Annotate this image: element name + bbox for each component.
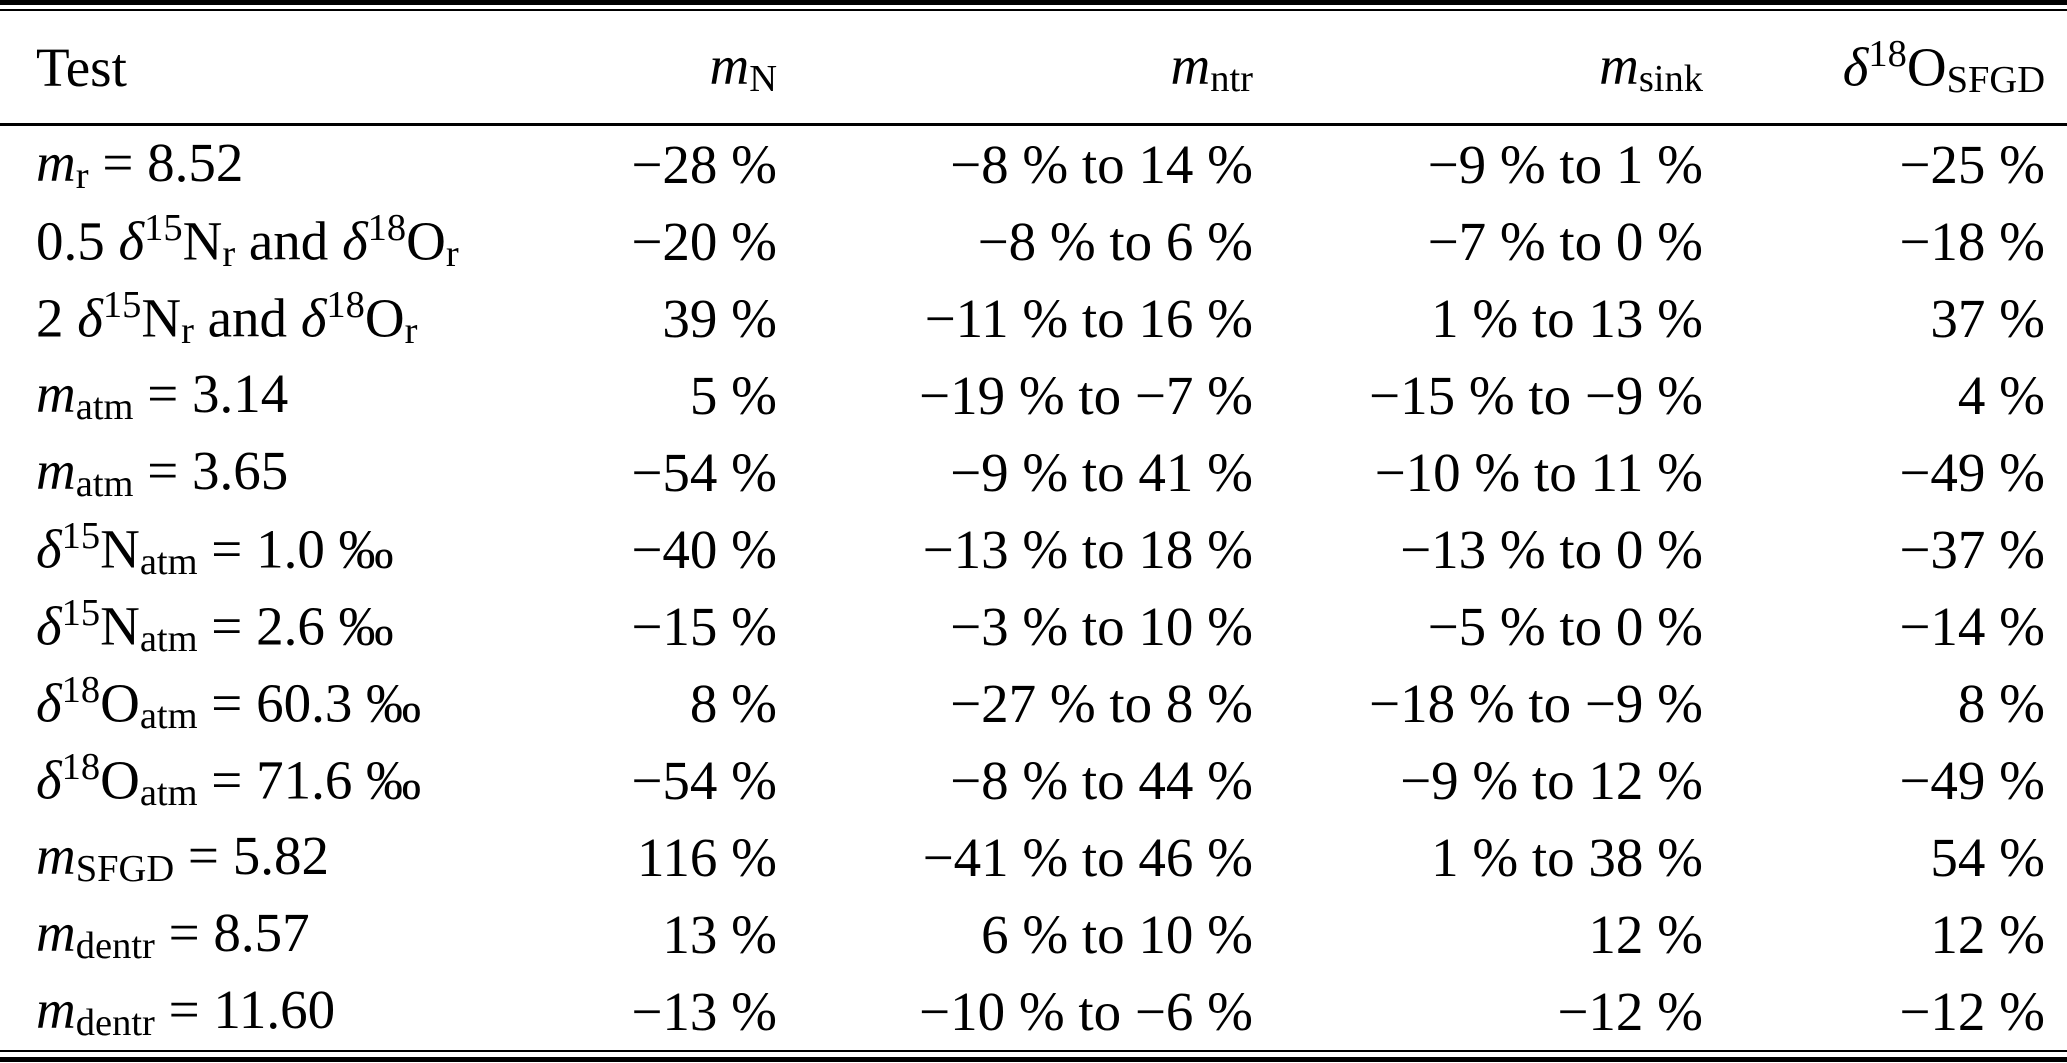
cell-m-ntr: −8 % to 14 %	[950, 134, 1253, 195]
cell-d18o-sfgd: −18 %	[1899, 211, 2045, 272]
cell-m-sink: −5 % to 0 %	[1427, 596, 1703, 657]
cell-m-ntr: −11 % to 16 %	[924, 288, 1253, 349]
bottom-rule-thin	[0, 1050, 2067, 1052]
cell-d18o-sfgd: 4 %	[1957, 365, 2045, 426]
cell-m-n: −54 %	[631, 442, 777, 503]
cell-d18o-sfgd: −37 %	[1899, 519, 2045, 580]
cell-test: δ18Oatm = 60.3 ‰	[36, 669, 422, 738]
cell-m-ntr: −13 % to 18 %	[922, 519, 1253, 580]
cell-m-n: 116 %	[636, 827, 777, 888]
cell-m-ntr: −27 % to 8 %	[950, 673, 1253, 734]
bottom-rule-thick	[0, 1057, 2067, 1062]
cell-test: mdentr = 8.57	[36, 902, 310, 967]
table-row: mdentr = 11.60 −13 % −10 % to −6 % −12 %…	[0, 973, 2067, 1050]
table-row: δ18Oatm = 60.3 ‰ 8 % −27 % to 8 % −18 % …	[0, 665, 2067, 742]
cell-d18o-sfgd: 37 %	[1930, 288, 2045, 349]
cell-m-sink: 12 %	[1588, 904, 1703, 965]
table-row: mr = 8.52 −28 % −8 % to 14 % −9 % to 1 %…	[0, 125, 2067, 204]
cell-test: 2 δ15Nr and δ18Or	[36, 284, 418, 353]
cell-m-n: 13 %	[662, 904, 777, 965]
cell-m-n: 8 %	[689, 673, 777, 734]
column-header-m-ntr: mntr	[777, 11, 1253, 126]
top-rule-thick	[0, 0, 2067, 5]
cell-m-n: 39 %	[662, 288, 777, 349]
cell-d18o-sfgd: 12 %	[1930, 904, 2045, 965]
table-row: δ15Natm = 1.0 ‰ −40 % −13 % to 18 % −13 …	[0, 511, 2067, 588]
table-row: mdentr = 8.57 13 % 6 % to 10 % 12 % 12 %	[0, 896, 2067, 973]
cell-test: matm = 3.65	[36, 440, 289, 505]
table-row: matm = 3.14 5 % −19 % to −7 % −15 % to −…	[0, 357, 2067, 434]
cell-d18o-sfgd: −25 %	[1899, 134, 2045, 195]
cell-m-n: −15 %	[631, 596, 777, 657]
cell-test: δ15Natm = 2.6 ‰	[36, 592, 394, 661]
table-row: mSFGD = 5.82 116 % −41 % to 46 % 1 % to …	[0, 819, 2067, 896]
table-row: δ18Oatm = 71.6 ‰ −54 % −8 % to 44 % −9 %…	[0, 742, 2067, 819]
cell-test: 0.5 δ15Nr and δ18Or	[36, 207, 459, 276]
cell-m-n: −54 %	[631, 750, 777, 811]
column-header-m-sink: msink	[1253, 11, 1703, 126]
column-header-test: Test	[0, 11, 555, 126]
header-row: Test mN mntr msink δ18OSFGD	[0, 11, 2067, 126]
cell-m-ntr: 6 % to 10 %	[981, 904, 1253, 965]
cell-d18o-sfgd: −49 %	[1899, 442, 2045, 503]
top-rule-thin	[0, 9, 2067, 11]
cell-m-sink: −9 % to 12 %	[1400, 750, 1703, 811]
cell-m-ntr: −8 % to 44 %	[950, 750, 1253, 811]
cell-m-n: −13 %	[631, 981, 777, 1042]
cell-d18o-sfgd: 8 %	[1957, 673, 2045, 734]
cell-m-ntr: −8 % to 6 %	[977, 211, 1253, 272]
cell-m-n: −28 %	[631, 134, 777, 195]
cell-test: mr = 8.52	[36, 132, 244, 197]
cell-m-ntr: −41 % to 46 %	[922, 827, 1253, 888]
cell-m-ntr: −9 % to 41 %	[950, 442, 1253, 503]
cell-test: mSFGD = 5.82	[36, 825, 329, 890]
cell-test: mdentr = 11.60	[36, 979, 336, 1044]
cell-test: δ15Natm = 1.0 ‰	[36, 515, 394, 584]
cell-m-sink: −15 % to −9 %	[1369, 365, 1703, 426]
cell-m-sink: −18 % to −9 %	[1369, 673, 1703, 734]
table-row: δ15Natm = 2.6 ‰ −15 % −3 % to 10 % −5 % …	[0, 588, 2067, 665]
table-row: 2 δ15Nr and δ18Or 39 % −11 % to 16 % 1 %…	[0, 280, 2067, 357]
cell-m-n: 5 %	[689, 365, 777, 426]
cell-m-ntr: −10 % to −6 %	[919, 981, 1253, 1042]
column-header-m-n: mN	[555, 11, 777, 126]
cell-m-n: −20 %	[631, 211, 777, 272]
table-row: matm = 3.65 −54 % −9 % to 41 % −10 % to …	[0, 434, 2067, 511]
cell-m-sink: −7 % to 0 %	[1427, 211, 1703, 272]
column-header-d18o-sfgd: δ18OSFGD	[1703, 11, 2067, 126]
cell-d18o-sfgd: −14 %	[1899, 596, 2045, 657]
cell-m-ntr: −19 % to −7 %	[919, 365, 1253, 426]
cell-m-sink: −12 %	[1557, 981, 1703, 1042]
cell-test: δ18Oatm = 71.6 ‰	[36, 746, 422, 815]
cell-m-sink: −13 % to 0 %	[1400, 519, 1703, 580]
table-row: 0.5 δ15Nr and δ18Or −20 % −8 % to 6 % −7…	[0, 203, 2067, 280]
cell-m-ntr: −3 % to 10 %	[950, 596, 1253, 657]
cell-d18o-sfgd: −12 %	[1899, 981, 2045, 1042]
cell-m-sink: −9 % to 1 %	[1427, 134, 1703, 195]
cell-test: matm = 3.14	[36, 363, 289, 428]
cell-m-sink: 1 % to 13 %	[1431, 288, 1703, 349]
cell-d18o-sfgd: 54 %	[1930, 827, 2045, 888]
sensitivity-table: Test mN mntr msink δ18OSFGD mr = 8.52 −2…	[0, 11, 2067, 1050]
cell-m-sink: −10 % to 11 %	[1374, 442, 1703, 503]
cell-m-n: −40 %	[631, 519, 777, 580]
cell-d18o-sfgd: −49 %	[1899, 750, 2045, 811]
cell-m-sink: 1 % to 38 %	[1431, 827, 1703, 888]
